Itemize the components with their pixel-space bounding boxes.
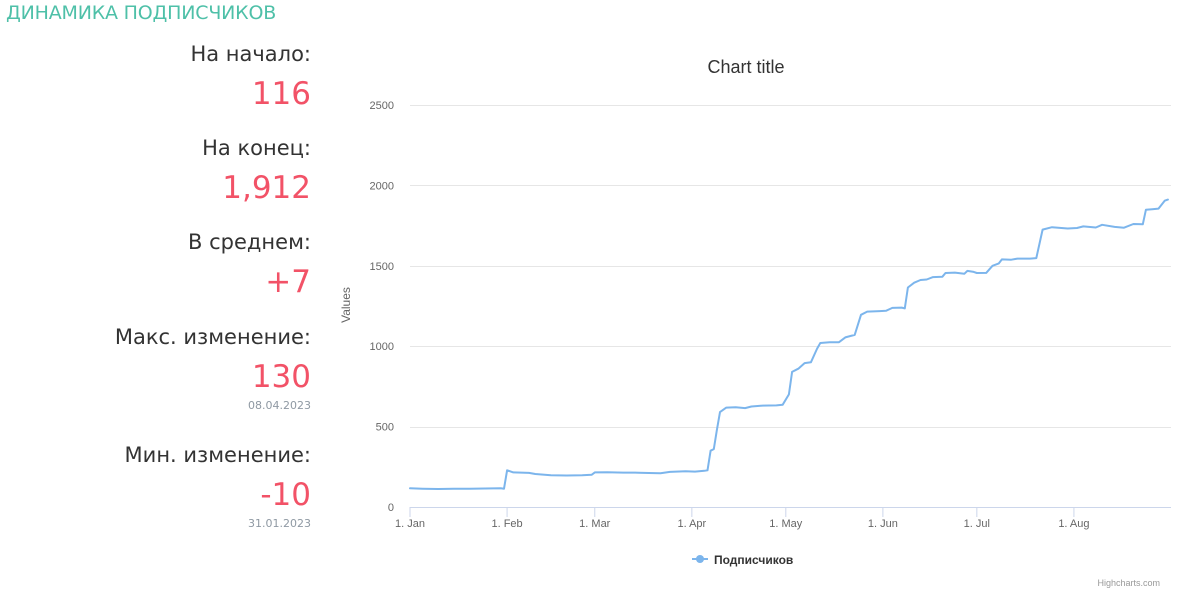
- chart-grid: [410, 105, 1171, 428]
- page-title: ДИНАМИКА ПОДПИСЧИКОВ: [6, 2, 277, 24]
- stat-end: На конец: 1,912: [0, 138, 311, 232]
- stat-min-change-date: 31.01.2023: [248, 517, 311, 530]
- stat-max-change: Макс. изменение: 130 08.04.2023: [0, 327, 311, 445]
- x-tick-label: 1. Aug: [1058, 518, 1089, 530]
- subscribers-chart: Chart title 0 500 1000 1500 2000 2500 Values …: [330, 40, 1190, 600]
- stat-start-value: 116: [251, 76, 311, 112]
- x-tick-label: 1. Feb: [491, 518, 522, 530]
- legend[interactable]: Подписчиков: [692, 553, 793, 567]
- y-axis-title: Values: [339, 287, 353, 323]
- stat-max-change-label: Макс. изменение:: [114, 325, 311, 349]
- x-axis-ticks: 1. Jan 1. Feb 1. Mar 1. Apr 1. May 1. Jun 1. J…: [395, 507, 1090, 530]
- series-line-subscribers[interactable]: [409, 198, 1169, 490]
- stat-average-value: +7: [265, 264, 311, 300]
- y-tick-label: 1000: [370, 341, 394, 353]
- stat-average: В среднем: +7: [0, 232, 311, 327]
- y-axis-ticks: 0 500 1000 1500 2000 2500: [370, 100, 394, 514]
- stat-min-change: Мин. изменение: -10 31.01.2023: [0, 443, 311, 530]
- stat-min-change-label: Мин. изменение:: [124, 443, 311, 467]
- legend-item-subscribers[interactable]: Подписчиков: [714, 553, 793, 567]
- x-tick-label: 1. Apr: [677, 518, 706, 530]
- y-tick-label: 2500: [370, 100, 394, 112]
- legend-symbol-marker: [696, 555, 704, 563]
- x-tick-label: 1. Jun: [868, 518, 898, 530]
- x-tick-label: 1. Jul: [964, 518, 990, 530]
- stats-panel: На начало: 116 На конец: 1,912 В среднем…: [0, 44, 311, 530]
- stat-average-label: В среднем:: [188, 230, 311, 254]
- stat-min-change-value: -10: [260, 477, 311, 513]
- x-tick-label: 1. May: [769, 518, 803, 530]
- stat-max-change-date: 08.04.2023: [248, 399, 311, 412]
- y-tick-label: 2000: [370, 180, 394, 192]
- y-tick-label: 500: [376, 422, 394, 434]
- credits-link[interactable]: Highcharts.com: [1097, 578, 1160, 588]
- stat-start-label: На начало:: [190, 42, 311, 66]
- chart-title: Chart title: [707, 57, 784, 77]
- x-tick-label: 1. Mar: [579, 518, 611, 530]
- y-tick-label: 0: [388, 502, 394, 514]
- y-tick-label: 1500: [370, 261, 394, 273]
- stat-end-value: 1,912: [222, 170, 311, 206]
- stat-start: На начало: 116: [0, 44, 311, 138]
- x-tick-label: 1. Jan: [395, 518, 425, 530]
- stat-end-label: На конец:: [202, 136, 311, 160]
- stat-max-change-value: 130: [251, 359, 311, 395]
